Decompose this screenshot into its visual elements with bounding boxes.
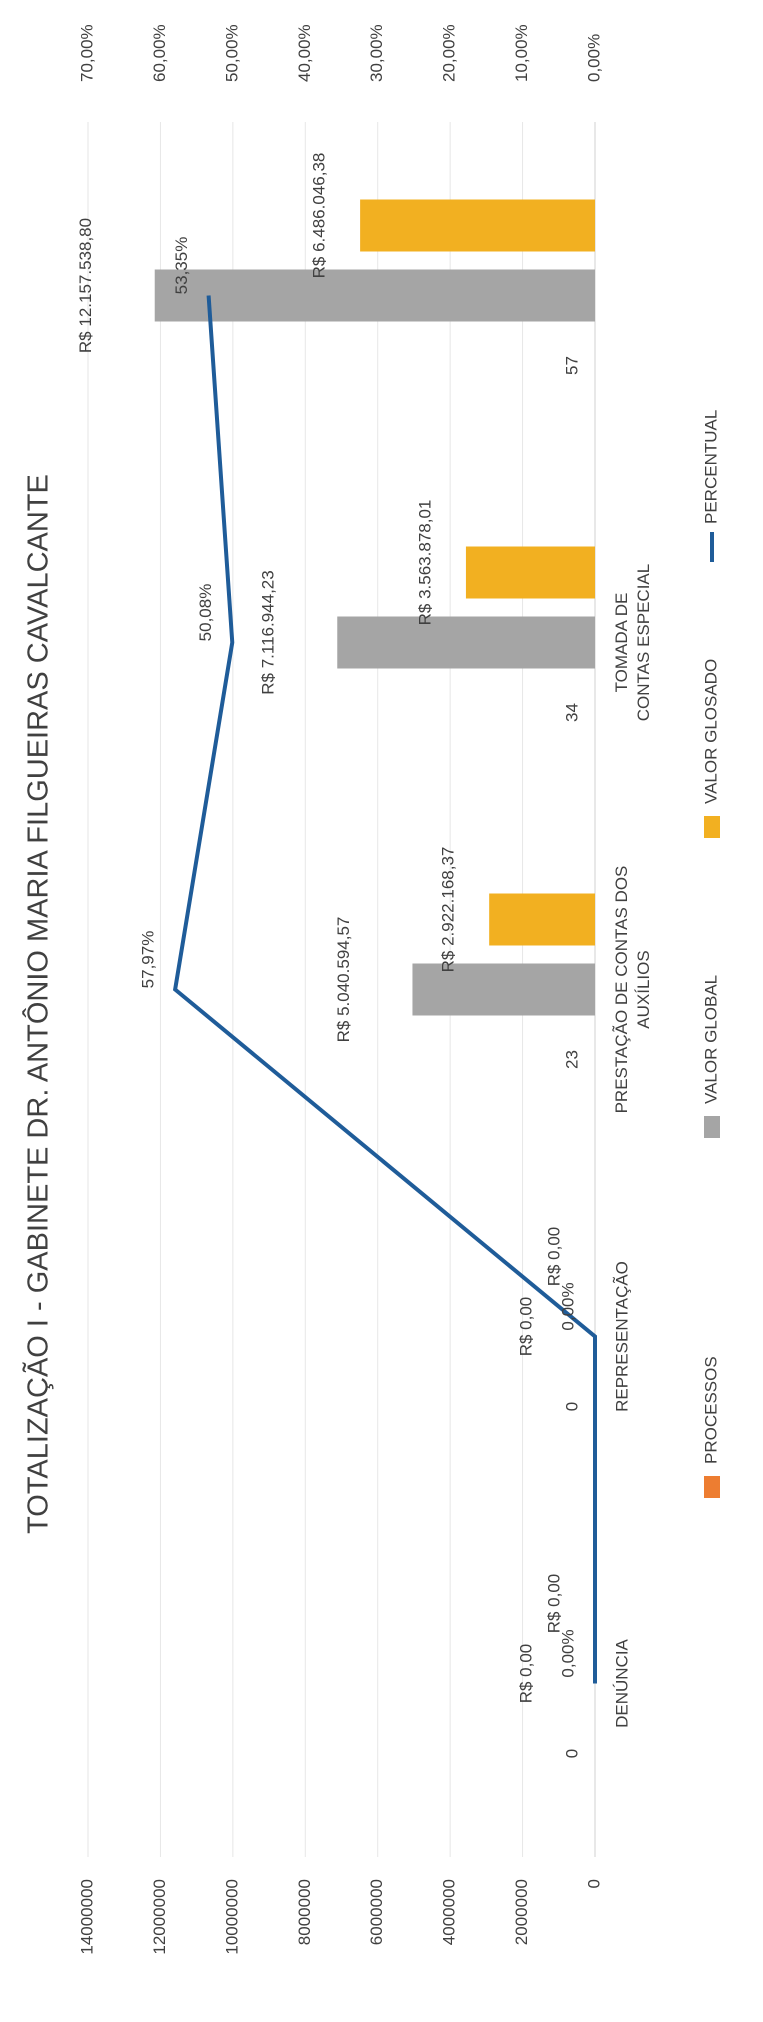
bar <box>337 616 595 669</box>
legend-label: VALOR GLOBAL <box>701 975 720 1104</box>
data-label: R$ 0,00 <box>544 1227 563 1287</box>
y2-tick-label: 10,00% <box>512 24 531 82</box>
data-label: R$ 12.157.538,80 <box>76 218 95 353</box>
y2-tick-label: 40,00% <box>295 24 314 82</box>
y2-tick-label: 50,00% <box>222 24 241 82</box>
data-label: 34 <box>562 703 581 722</box>
data-label: R$ 2.922.168,37 <box>439 847 458 973</box>
y-tick-label: 6000000 <box>367 1879 386 1945</box>
bar <box>154 269 595 322</box>
y-tick-label: 10000000 <box>222 1879 241 1955</box>
y2-tick-label: 60,00% <box>150 24 169 82</box>
x-tick-label: TOMADA DE CONTAS ESPECIAL <box>612 564 653 721</box>
legend-swatch <box>704 1476 720 1498</box>
y2-tick-label: 30,00% <box>367 24 386 82</box>
y-tick-label: 2000000 <box>512 1879 531 1945</box>
y-tick-label: 4000000 <box>440 1879 459 1945</box>
y-tick-label: 0 <box>584 1879 603 1888</box>
data-label: R$ 5.040.594,57 <box>334 917 353 1043</box>
bar <box>465 546 595 599</box>
legend-label: PERCENTUAL <box>701 410 720 524</box>
data-label: 0 <box>562 1402 581 1411</box>
x-tick-label: PRESTAÇÃO DE CONTAS DOS AUXÍLIOS <box>612 866 653 1114</box>
data-label: R$ 6.486.046,38 <box>310 153 329 279</box>
data-label: 0,00% <box>558 1629 577 1677</box>
legend-swatch <box>704 816 720 838</box>
data-label: R$ 3.563.878,01 <box>415 500 434 626</box>
line <box>172 295 597 1684</box>
bar <box>412 963 595 1016</box>
data-label: 0,00% <box>558 1282 577 1330</box>
bar <box>489 893 595 946</box>
x-tick-label: REPRESENTAÇÃO <box>612 1261 631 1412</box>
y2-tick-label: 20,00% <box>440 24 459 82</box>
y-tick-label: 14000000 <box>77 1879 96 1955</box>
data-label: 57 <box>562 356 581 375</box>
data-label: R$ 0,00 <box>516 1297 535 1357</box>
data-label: R$ 7.116.944,23 <box>259 570 278 694</box>
legend-label: VALOR GLOSADO <box>701 659 720 804</box>
legend-label: PROCESSOS <box>701 1356 720 1464</box>
y2-tick-label: 0,00% <box>584 34 603 82</box>
data-label: R$ 0,00 <box>516 1644 535 1704</box>
y2-tick-label: 70,00% <box>77 24 96 82</box>
data-label: 50,08% <box>196 584 215 642</box>
bar <box>360 199 595 252</box>
y-tick-label: 8000000 <box>295 1879 314 1945</box>
chart-title: TOTALIZAÇÃO I - GABINETE DR. ANTÔNIO MAR… <box>21 474 55 1534</box>
data-label: 57,97% <box>139 931 158 989</box>
data-label: 53,35% <box>172 237 191 295</box>
y-tick-label: 12000000 <box>150 1879 169 1955</box>
legend-swatch <box>704 1116 720 1138</box>
data-label: 23 <box>562 1050 581 1069</box>
x-tick-label: DENÚNCIA <box>612 1638 631 1727</box>
data-label: R$ 0,00 <box>544 1574 563 1634</box>
data-label: 0 <box>562 1749 581 1758</box>
